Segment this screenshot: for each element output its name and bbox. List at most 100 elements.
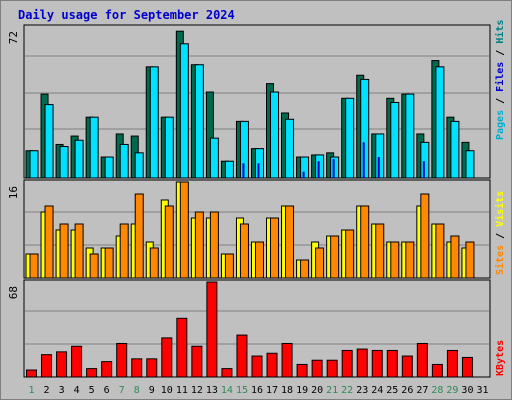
x-axis-day-label: 22 xyxy=(341,385,353,396)
x-axis-day-label: 15 xyxy=(236,385,248,396)
panel-3-legend: KBytes xyxy=(495,340,506,376)
kbytes-bar xyxy=(461,356,473,378)
sites-bar xyxy=(119,223,129,279)
x-axis-day-label: 30 xyxy=(461,385,473,396)
sites-bar xyxy=(375,223,385,279)
legend-separator: / xyxy=(495,92,506,110)
kbytes-bar xyxy=(371,349,383,378)
panel-3-ymax-label: 68 xyxy=(7,286,20,299)
kbytes-bar xyxy=(341,349,353,378)
x-axis-day-label: 16 xyxy=(251,385,263,396)
files-bar xyxy=(194,64,204,179)
files-bar xyxy=(149,66,159,179)
pages-bar xyxy=(302,171,305,178)
sites-bar xyxy=(345,229,355,279)
x-axis-day-label: 20 xyxy=(311,385,323,396)
pages-bar xyxy=(362,142,365,178)
kbytes-bar xyxy=(206,281,218,378)
sites-bar xyxy=(300,259,310,279)
pages-bar xyxy=(242,163,245,178)
sites-bar xyxy=(89,253,99,279)
kbytes-bar xyxy=(416,342,428,378)
x-axis-day-label: 1 xyxy=(29,385,35,396)
kbytes-bar xyxy=(296,363,308,378)
x-axis-day-label: 26 xyxy=(401,385,413,396)
files-bar xyxy=(435,66,445,179)
kbytes-bar xyxy=(86,368,98,378)
x-axis-day-label: 8 xyxy=(134,385,140,396)
kbytes-bar xyxy=(56,351,68,378)
kbytes-bar xyxy=(131,358,143,378)
kbytes-bar xyxy=(266,352,278,378)
sites-bar xyxy=(330,235,340,279)
sites-bar xyxy=(450,235,460,279)
kbytes-bar xyxy=(446,349,458,378)
files-bar xyxy=(270,91,280,179)
kbytes-bar xyxy=(401,355,413,378)
legend-entry: Sites xyxy=(494,245,506,275)
files-bar xyxy=(209,137,219,179)
x-axis-day-label: 25 xyxy=(386,385,398,396)
files-bar xyxy=(59,146,69,179)
sites-bar xyxy=(149,247,159,279)
legend-entry: KBytes xyxy=(495,340,506,376)
x-axis-day-label: 14 xyxy=(221,385,233,396)
files-bar xyxy=(134,152,144,179)
files-bar xyxy=(44,104,54,179)
files-bar xyxy=(405,93,415,179)
kbytes-bar xyxy=(71,345,83,378)
sites-bar xyxy=(390,241,400,279)
sites-bar xyxy=(179,181,189,279)
sites-bar xyxy=(134,193,144,279)
files-bar xyxy=(390,102,400,179)
sites-bar xyxy=(239,223,249,279)
files-bar xyxy=(89,116,99,179)
files-bar xyxy=(104,156,114,179)
files-bar xyxy=(450,120,460,179)
legend-entry: Hits xyxy=(494,20,506,44)
legend-entry: Files xyxy=(494,62,506,92)
x-axis-day-label: 28 xyxy=(431,385,443,396)
x-axis-day-label: 19 xyxy=(296,385,308,396)
sites-bar xyxy=(224,253,234,279)
kbytes-bar xyxy=(191,345,203,378)
pages-bar xyxy=(422,161,425,178)
kbytes-bar xyxy=(431,363,443,378)
x-axis-day-label: 9 xyxy=(149,385,155,396)
kbytes-bar xyxy=(251,355,263,378)
sites-bar xyxy=(285,205,295,279)
x-axis-day-label: 24 xyxy=(371,385,383,396)
x-axis-day-label: 5 xyxy=(89,385,95,396)
files-bar xyxy=(345,97,355,179)
kbytes-bar xyxy=(386,349,398,378)
kbytes-bar xyxy=(221,368,233,378)
x-axis-day-label: 18 xyxy=(281,385,293,396)
sites-bar xyxy=(104,247,114,279)
files-bar xyxy=(465,150,475,179)
x-axis-day-label: 7 xyxy=(119,385,125,396)
kbytes-bar xyxy=(176,317,188,378)
files-bar xyxy=(164,116,174,179)
files-bar xyxy=(74,139,84,179)
files-bar xyxy=(119,143,129,179)
panel-2-legend: Sites / Visits xyxy=(494,191,506,275)
x-axis-day-label: 23 xyxy=(356,385,368,396)
panel-1-ymax-label: 72 xyxy=(7,31,20,44)
sites-bar xyxy=(29,253,39,279)
x-axis-day-label: 27 xyxy=(416,385,428,396)
x-axis-day-label: 11 xyxy=(176,385,188,396)
kbytes-bar xyxy=(236,334,248,378)
kbytes-bar xyxy=(311,359,323,378)
legend-separator: / xyxy=(495,44,506,62)
x-axis-day-label: 2 xyxy=(44,385,50,396)
files-bar xyxy=(179,43,189,179)
sites-bar xyxy=(59,223,69,279)
files-bar xyxy=(224,160,234,179)
pages-bar xyxy=(377,157,380,178)
x-axis-day-label: 4 xyxy=(74,385,80,396)
sites-bar xyxy=(74,223,84,279)
sites-bar xyxy=(270,217,280,279)
pages-bar xyxy=(317,161,320,178)
files-bar xyxy=(254,148,264,179)
